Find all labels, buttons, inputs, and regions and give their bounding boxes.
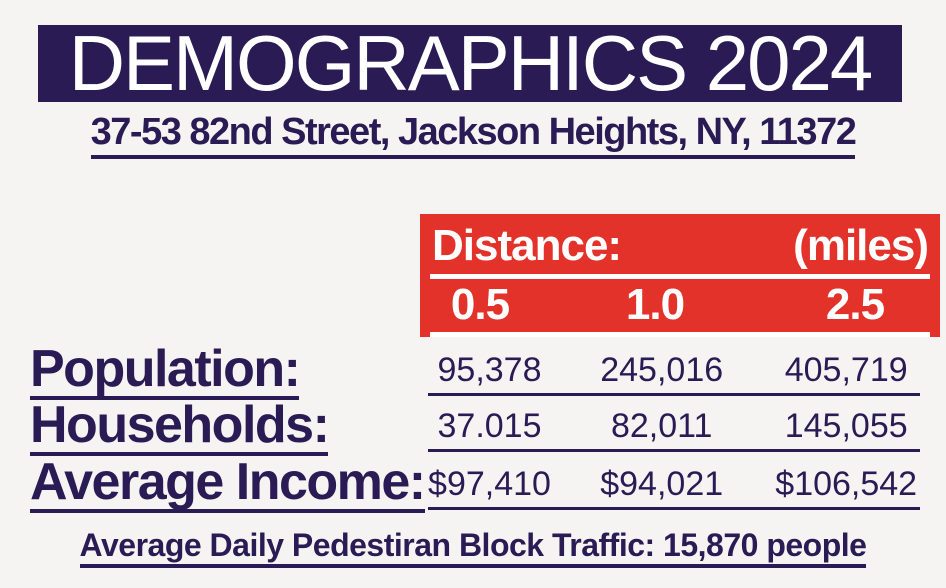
population-value-1-0mi: 245,016 — [600, 351, 724, 389]
distance-column-2-5: 2.5 — [825, 280, 885, 329]
footer-line: Average Daily Pedestiran Block Traffic: … — [0, 527, 946, 568]
income-value-0-5mi: $97,410 — [428, 465, 551, 503]
row-values-households: 37.015 82,011 145,055 — [428, 406, 920, 452]
households-value-2-5mi: 145,055 — [784, 407, 908, 445]
distance-columns-row: 0.5 1.0 2.5 — [430, 280, 930, 337]
distance-column-0-5: 0.5 — [450, 280, 510, 329]
pedestrian-traffic-text: Average Daily Pedestiran Block Traffic: … — [79, 527, 867, 568]
row-label-households: Households: — [30, 396, 330, 456]
income-value-2-5mi: $106,542 — [775, 465, 918, 503]
population-value-2-5mi: 405,719 — [784, 351, 908, 389]
row-values-average-income: $97,410 $94,021 $106,542 — [428, 464, 920, 510]
row-label-average-income: Average Income: — [30, 453, 426, 513]
address-text: 37-53 82nd Street, Jackson Heights, NY, … — [90, 110, 857, 159]
row-label-population: Population: — [30, 340, 301, 400]
population-value-0-5mi: 95,378 — [437, 351, 542, 389]
distance-column-1-0: 1.0 — [625, 280, 685, 329]
distance-label: Distance: — [432, 221, 622, 270]
households-value-1-0mi: 82,011 — [610, 407, 713, 445]
row-values-population: 95,378 245,016 405,719 — [428, 350, 920, 396]
distance-unit: (miles) — [793, 221, 929, 270]
page-title: DEMOGRAPHICS 2024 — [68, 19, 874, 107]
distance-header-row: Distance: (miles) — [430, 220, 930, 279]
income-value-1-0mi: $94,021 — [600, 465, 724, 503]
title-bar: DEMOGRAPHICS 2024 — [38, 19, 902, 107]
address-line: 37-53 82nd Street, Jackson Heights, NY, … — [0, 110, 946, 159]
households-value-0-5mi: 37.015 — [437, 407, 542, 445]
distance-header-box: Distance: (miles) 0.5 1.0 2.5 — [420, 214, 940, 337]
